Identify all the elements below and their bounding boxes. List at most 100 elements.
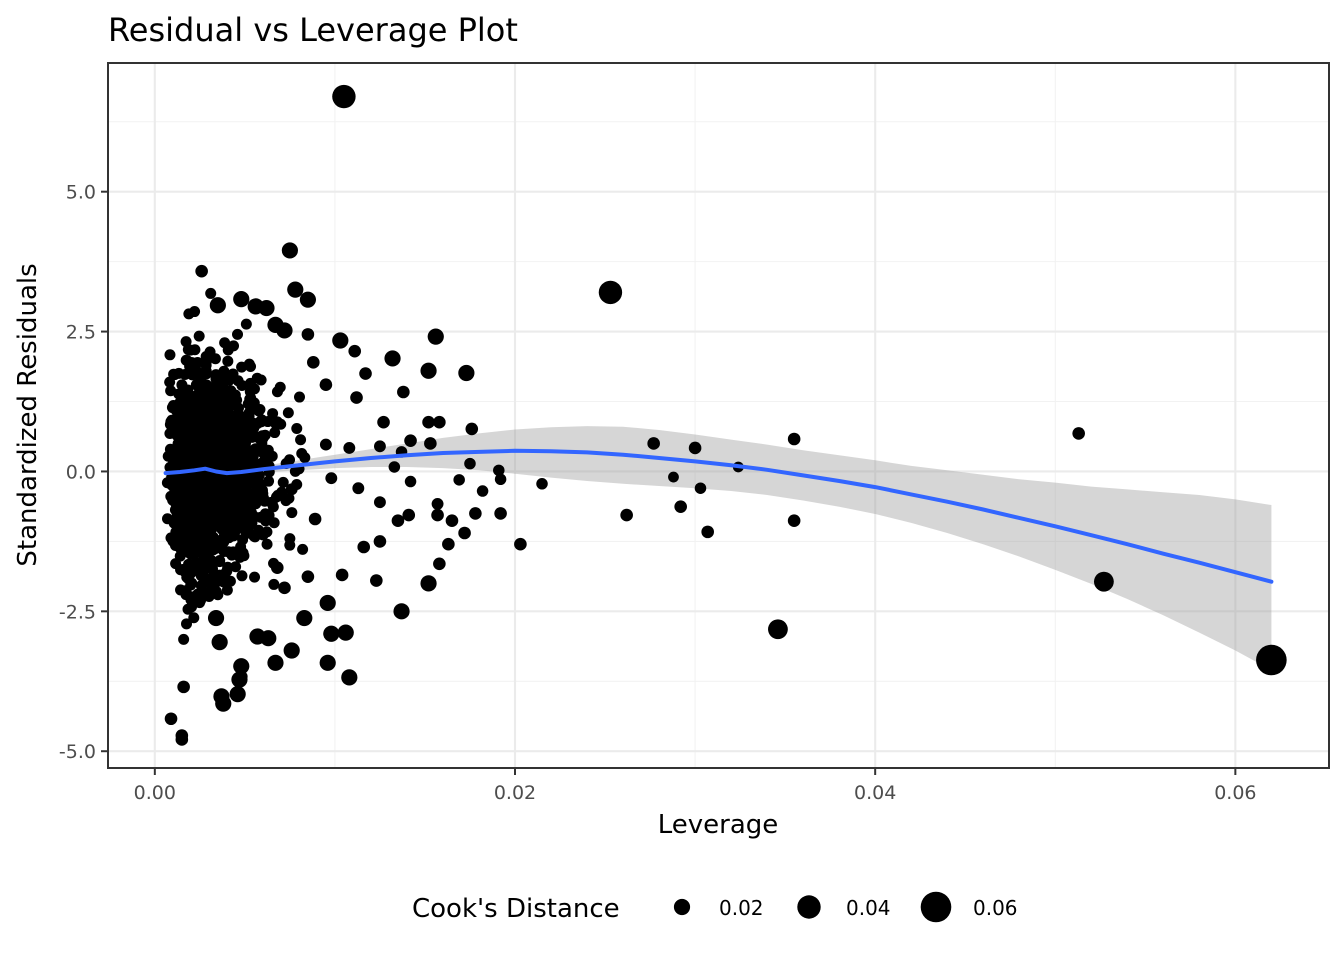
scatter-point <box>178 634 189 645</box>
scatter-point <box>241 435 252 446</box>
scatter-point <box>431 509 444 522</box>
scatter-point <box>272 386 283 397</box>
scatter-point <box>302 570 315 583</box>
scatter-point <box>164 349 175 360</box>
scatter-point <box>224 415 235 426</box>
legend: Cook's Distance 0.02 0.04 0.06 <box>412 892 1018 924</box>
scatter-point <box>384 350 400 366</box>
scatter-point <box>188 612 199 623</box>
scatter-point <box>258 300 274 316</box>
scatter-point <box>389 461 401 473</box>
y-tick-label: -5.0 <box>59 741 96 763</box>
scatter-point <box>236 380 247 391</box>
scatter-point <box>294 392 305 403</box>
scatter-point <box>212 634 228 650</box>
scatter-point <box>195 498 206 509</box>
scatter-point <box>469 507 482 520</box>
scatter-point <box>232 329 243 340</box>
scatter-point <box>195 265 208 278</box>
scatter-point <box>446 514 459 527</box>
scatter-point <box>424 437 437 450</box>
legend-title: Cook's Distance <box>412 894 620 924</box>
scatter-point <box>689 442 702 455</box>
scatter-point <box>278 582 291 595</box>
scatter-point <box>254 417 265 428</box>
scatter-point <box>432 498 444 510</box>
y-axis-title: Standardized Residuals <box>13 263 43 566</box>
scatter-point <box>397 386 410 399</box>
scatter-point <box>477 485 489 497</box>
scatter-point <box>230 686 246 702</box>
scatter-point <box>230 561 241 572</box>
scatter-point <box>180 477 191 488</box>
legend-label: 0.04 <box>846 896 891 920</box>
scatter-point <box>201 454 212 465</box>
scatter-point <box>309 513 322 526</box>
scatter-point <box>168 400 179 411</box>
scatter-point <box>420 575 436 591</box>
scatter-point <box>271 561 284 574</box>
scatter-point <box>302 328 315 341</box>
scatter-point <box>226 550 237 561</box>
scatter-point <box>297 544 308 555</box>
chart-title: Residual vs Leverage Plot <box>108 11 518 49</box>
x-tick-label: 0.06 <box>1214 782 1256 804</box>
scatter-point <box>352 482 364 494</box>
scatter-point <box>173 389 184 400</box>
scatter-point <box>374 440 386 452</box>
scatter-point <box>224 488 235 499</box>
scatter-point <box>420 363 436 379</box>
scatter-point <box>276 322 292 338</box>
scatter-point <box>240 504 251 515</box>
scatter-point <box>181 355 192 366</box>
scatter-point <box>268 579 279 590</box>
y-tick-label: -2.5 <box>59 601 96 623</box>
scatter-point <box>338 624 354 640</box>
scatter-point <box>404 434 417 447</box>
scatter-point <box>405 476 417 488</box>
scatter-point <box>433 416 446 429</box>
scatter-point <box>393 603 409 619</box>
scatter-point <box>222 398 233 409</box>
scatter-point <box>194 331 205 342</box>
scatter-point <box>210 353 221 364</box>
x-axis-title: Leverage <box>658 810 779 840</box>
legend-label: 0.02 <box>719 896 764 920</box>
scatter-point <box>246 455 257 466</box>
scatter-point <box>374 535 387 548</box>
y-tick-label: 2.5 <box>66 322 96 344</box>
scatter-point <box>299 452 310 463</box>
scatter-point <box>266 497 277 508</box>
scatter-point <box>359 367 372 380</box>
scatter-point <box>647 437 660 450</box>
scatter-point <box>284 642 300 658</box>
scatter-point <box>260 630 276 646</box>
scatter-point <box>402 509 415 522</box>
scatter-point <box>253 405 264 416</box>
scatter-point <box>284 454 295 465</box>
scatter-point <box>272 416 283 427</box>
scatter-point <box>320 655 336 671</box>
scatter-point <box>370 574 383 587</box>
y-tick-label: 0.0 <box>66 461 96 483</box>
scatter-point <box>245 361 256 372</box>
scatter-point <box>674 500 687 513</box>
scatter-point <box>323 626 339 642</box>
scatter-point <box>320 378 333 391</box>
x-tick-label: 0.00 <box>134 782 176 804</box>
scatter-point <box>205 518 216 529</box>
scatter-point <box>199 404 210 415</box>
scatter-point <box>458 527 471 540</box>
scatter-point <box>208 610 224 626</box>
scatter-point <box>392 514 405 527</box>
scatter-point <box>201 360 212 371</box>
legend-key <box>921 892 952 923</box>
scatter-point <box>442 538 455 551</box>
scatter-point <box>453 474 465 486</box>
scatter-point <box>241 528 252 539</box>
scatter-point <box>495 474 507 486</box>
scatter-point <box>169 518 180 529</box>
legend-entries: 0.02 0.04 0.06 <box>674 892 1018 923</box>
